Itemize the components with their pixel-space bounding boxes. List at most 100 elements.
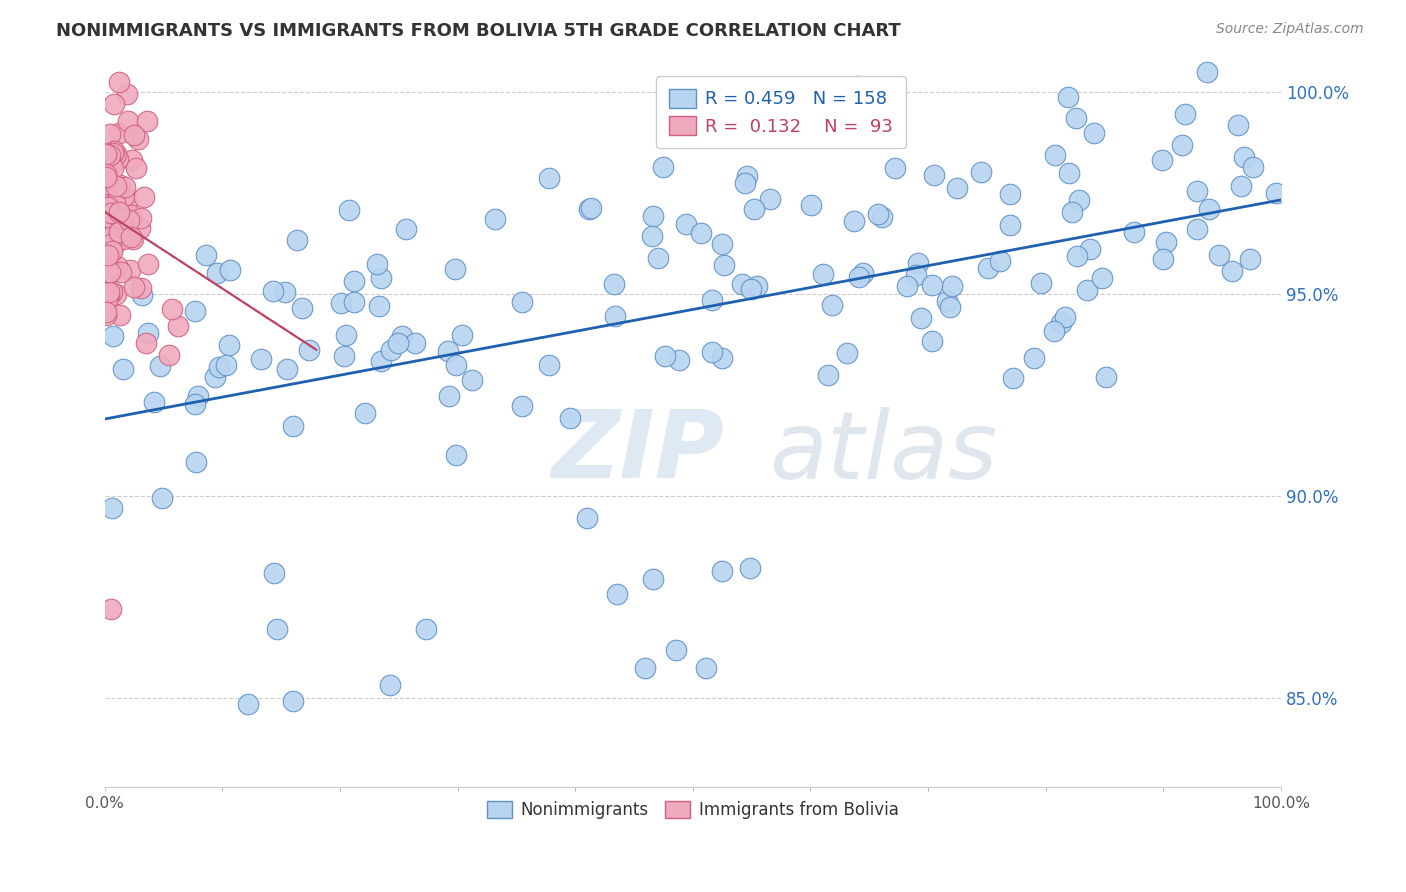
Point [921,278,943,293]
Point [461,373,484,387]
Point [510,399,533,413]
Point [104,208,127,222]
Point [204,369,226,384]
Point [120,230,142,244]
Point [104,189,127,203]
Point [1095,370,1118,384]
Point [107,204,129,219]
Point [634,661,657,675]
Point [977,261,1000,276]
Point [558,410,581,425]
Point [1198,202,1220,216]
Point [444,358,467,372]
Point [115,87,138,102]
Point [96,308,118,322]
Point [131,288,153,302]
Point [941,278,963,293]
Point [117,229,139,244]
Point [263,566,285,580]
Point [702,293,724,307]
Point [354,406,377,420]
Point [969,165,991,179]
Point [907,256,929,270]
Point [127,132,149,146]
Point [444,448,467,462]
Point [1239,252,1261,266]
Point [484,211,506,226]
Point [114,180,136,194]
Point [101,161,124,175]
Point [575,510,598,524]
Point [187,389,209,403]
Point [118,213,141,227]
Point [105,259,128,273]
Point [115,195,138,210]
Point [1078,242,1101,256]
Point [285,233,308,247]
Point [96,293,118,307]
Point [104,223,127,237]
Point [367,299,389,313]
Point [218,338,240,352]
Point [96,174,118,188]
Point [647,251,669,265]
Point [100,285,122,299]
Point [136,257,159,271]
Point [274,285,297,299]
Point [710,564,733,578]
Point [184,455,207,469]
Point [97,193,120,207]
Point [695,661,717,675]
Point [742,202,765,216]
Point [1233,150,1256,164]
Point [94,305,117,319]
Point [578,202,600,217]
Point [581,201,603,215]
Point [1050,316,1073,330]
Point [219,263,242,277]
Point [122,232,145,246]
Point [643,209,665,223]
Point [100,206,122,220]
Point [103,195,125,210]
Point [936,294,959,309]
Point [641,229,664,244]
Point [404,336,426,351]
Point [437,344,460,359]
Point [731,277,754,292]
Point [108,75,131,89]
Point [100,194,122,208]
Point [1029,276,1052,290]
Point [98,128,121,142]
Point [184,397,207,411]
Point [846,79,869,94]
Point [96,260,118,275]
Point [94,147,117,161]
Point [207,359,229,374]
Point [439,389,461,403]
Point [100,180,122,194]
Point [1187,184,1209,198]
Point [100,265,122,279]
Point [100,262,122,277]
Point [665,643,688,657]
Point [96,200,118,214]
Point [1064,111,1087,125]
Point [343,274,366,288]
Point [142,395,165,409]
Point [852,266,875,280]
Point [135,114,157,128]
Point [896,278,918,293]
Point [112,189,135,203]
Point [904,268,927,283]
Point [283,694,305,708]
Point [1062,204,1084,219]
Point [100,237,122,252]
Point [107,234,129,248]
Point [136,326,159,341]
Point [266,623,288,637]
Point [98,148,121,162]
Point [415,623,437,637]
Point [236,697,259,711]
Point [713,258,735,272]
